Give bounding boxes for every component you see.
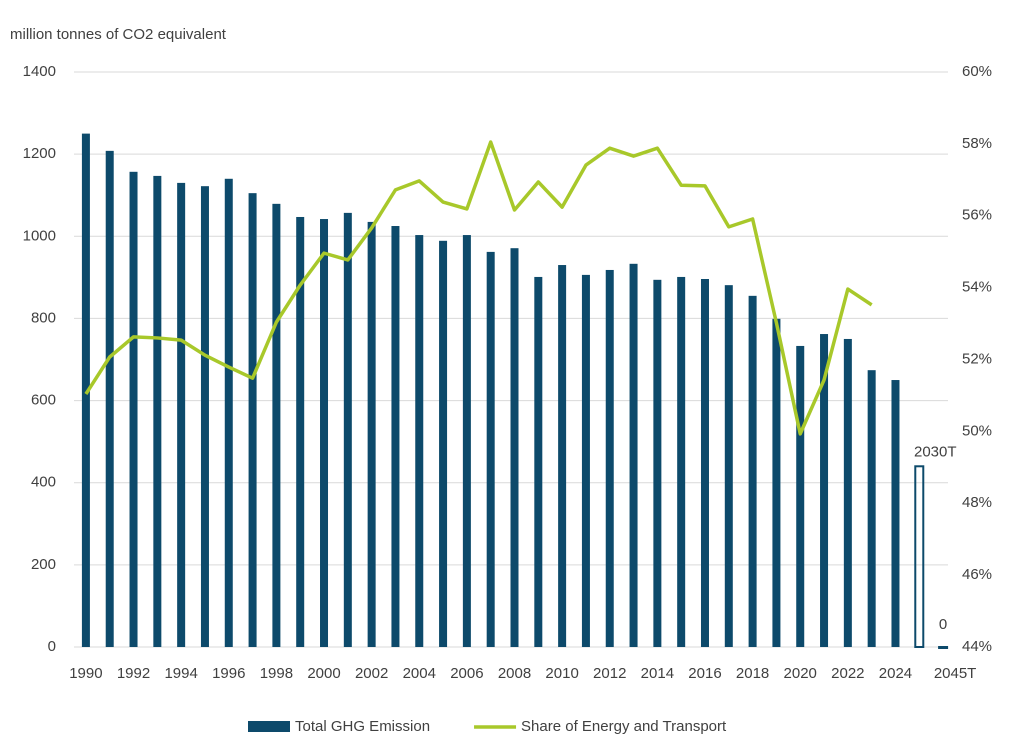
bar bbox=[367, 221, 376, 648]
bar bbox=[796, 345, 805, 647]
x-tick-label: 2014 bbox=[641, 665, 674, 682]
bar bbox=[320, 219, 329, 648]
bar bbox=[653, 279, 662, 647]
bar bbox=[534, 276, 543, 647]
bar bbox=[105, 150, 114, 647]
bar bbox=[700, 279, 709, 647]
bar bbox=[629, 263, 638, 647]
bar bbox=[200, 186, 209, 647]
bar bbox=[843, 338, 852, 647]
y2-tick-label: 44% bbox=[962, 638, 992, 655]
target-bar bbox=[938, 646, 949, 649]
x-tick-label: 2000 bbox=[307, 665, 340, 682]
x-tick-label: 1996 bbox=[212, 665, 245, 682]
target-bar bbox=[914, 465, 925, 648]
x-tick-label: 2006 bbox=[450, 665, 483, 682]
x-tick-label: 1992 bbox=[117, 665, 150, 682]
x-tick-label: 2018 bbox=[736, 665, 769, 682]
bar bbox=[820, 334, 829, 647]
bar bbox=[605, 269, 614, 647]
bar bbox=[510, 248, 519, 648]
y2-tick-label: 48% bbox=[962, 494, 992, 511]
x-tick-label: 1998 bbox=[260, 665, 293, 682]
y2-tick-label: 54% bbox=[962, 279, 992, 296]
y2-tick-label: 50% bbox=[962, 422, 992, 439]
y2-tick-label: 46% bbox=[962, 566, 992, 583]
y-tick-label: 400 bbox=[31, 474, 56, 491]
bar bbox=[248, 193, 257, 648]
legend-label: Share of Energy and Transport bbox=[521, 718, 727, 735]
bar bbox=[462, 235, 471, 647]
bar bbox=[867, 370, 876, 647]
x-tick-label: 2008 bbox=[498, 665, 531, 682]
x-tick-label: 1990 bbox=[69, 665, 102, 682]
bar bbox=[772, 318, 781, 647]
bar bbox=[724, 285, 733, 647]
bar bbox=[415, 235, 424, 647]
y2-tick-label: 56% bbox=[962, 207, 992, 224]
bar bbox=[296, 216, 305, 647]
value-label: 0 bbox=[939, 616, 947, 633]
y-tick-label: 1200 bbox=[23, 145, 56, 162]
y-tick-label: 200 bbox=[31, 556, 56, 573]
bar bbox=[439, 240, 448, 647]
bar bbox=[272, 203, 281, 647]
y-axis-label: million tonnes of CO2 equivalent bbox=[10, 26, 227, 43]
bar bbox=[177, 182, 186, 647]
legend-label: Total GHG Emission bbox=[295, 718, 430, 735]
bar bbox=[153, 175, 162, 648]
x-tick-label: 2004 bbox=[403, 665, 436, 682]
x-tick-label: 2002 bbox=[355, 665, 388, 682]
bar bbox=[224, 178, 233, 648]
x-tick-label: 2012 bbox=[593, 665, 626, 682]
bar bbox=[748, 295, 757, 647]
y2-tick-label: 60% bbox=[962, 63, 992, 80]
y-tick-label: 600 bbox=[31, 392, 56, 409]
bar bbox=[558, 265, 567, 647]
y2-tick-label: 52% bbox=[962, 350, 992, 367]
x-tick-label: 2010 bbox=[545, 665, 578, 682]
y2-tick-label: 58% bbox=[962, 135, 992, 152]
bar bbox=[891, 380, 900, 647]
y-tick-label: 1400 bbox=[23, 63, 56, 80]
x-tick-label: 2045T bbox=[934, 665, 977, 682]
x-tick-label: 2022 bbox=[831, 665, 864, 682]
y-tick-label: 0 bbox=[48, 638, 56, 655]
bar bbox=[391, 226, 400, 647]
x-tick-label: 2016 bbox=[688, 665, 721, 682]
legend-swatch bbox=[248, 721, 290, 732]
x-tick-label: 2020 bbox=[784, 665, 817, 682]
bar bbox=[677, 276, 686, 647]
bar bbox=[343, 212, 352, 647]
x-tick-label: 2024 bbox=[879, 665, 912, 682]
target-label: 2030T bbox=[914, 443, 957, 460]
x-tick-label: 1994 bbox=[164, 665, 197, 682]
bar bbox=[129, 171, 138, 647]
line bbox=[84, 140, 873, 436]
y-tick-label: 1000 bbox=[23, 227, 56, 244]
bar bbox=[581, 274, 590, 647]
bar bbox=[81, 133, 90, 647]
bar bbox=[486, 251, 495, 647]
y-tick-label: 800 bbox=[31, 309, 56, 326]
